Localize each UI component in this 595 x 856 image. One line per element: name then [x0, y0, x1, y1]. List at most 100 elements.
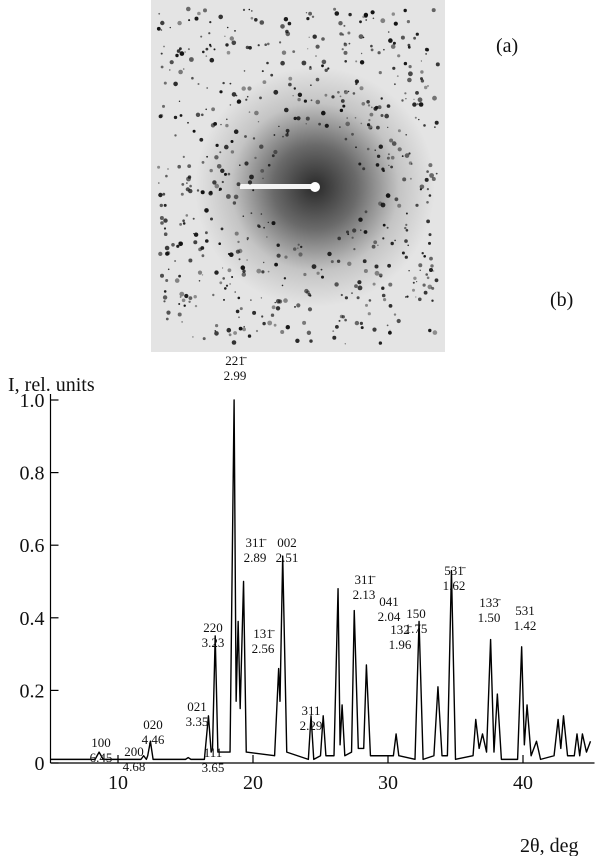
diffraction-spot — [259, 96, 262, 100]
diffraction-spot — [382, 237, 385, 240]
diffraction-spot — [394, 197, 399, 202]
peak-hkl: 311 — [301, 703, 320, 718]
diffraction-spot — [179, 114, 183, 117]
diffraction-spot — [345, 121, 351, 127]
diffraction-spot — [162, 192, 166, 196]
peak-d-spacing: 1.42 — [514, 618, 537, 633]
diffraction-spot — [370, 106, 373, 109]
diffraction-spot — [304, 288, 309, 294]
diffraction-spot — [248, 8, 251, 11]
diffraction-spot — [343, 42, 346, 45]
diffraction-spot — [393, 21, 398, 26]
diffraction-spot — [343, 50, 348, 55]
diffraction-spot — [415, 296, 417, 298]
diffraction-spot — [193, 233, 195, 235]
diffraction-spot — [200, 246, 205, 250]
diffraction-spot — [359, 60, 365, 65]
diffraction-spot — [333, 7, 337, 11]
diffraction-spot — [225, 123, 229, 128]
diffraction-spot — [348, 12, 352, 17]
diffraction-spot — [382, 223, 386, 227]
diffraction-spot — [422, 283, 426, 287]
diffraction-spot — [407, 77, 412, 83]
diffraction-spot — [185, 214, 189, 217]
diffraction-spot — [321, 275, 324, 279]
diffraction-spot — [305, 12, 308, 14]
peak-d-spacing: 3.35 — [186, 714, 209, 729]
diffraction-spot — [226, 118, 228, 121]
diffraction-spot — [347, 233, 350, 236]
diffraction-spot — [181, 298, 186, 303]
diffraction-spot — [360, 52, 363, 55]
diffraction-spot — [413, 36, 416, 40]
diffraction-spot — [163, 218, 168, 223]
diffraction-spot — [370, 10, 375, 15]
diffraction-spot — [355, 146, 357, 149]
diffraction-spot — [242, 215, 245, 217]
diffraction-spot — [403, 61, 408, 66]
diffraction-spot — [418, 263, 423, 268]
diffraction-spot — [312, 34, 317, 39]
diffraction-spot — [281, 284, 284, 287]
diffraction-spot — [281, 50, 287, 55]
diffraction-spot — [195, 112, 201, 118]
diffraction-spot — [424, 47, 429, 52]
diffraction-spot — [303, 272, 307, 277]
diffraction-spot — [365, 19, 368, 21]
diffraction-spot — [435, 172, 438, 175]
diffraction-spot — [426, 188, 429, 191]
y-tick-label: 0.2 — [20, 680, 45, 702]
diffraction-spot — [157, 165, 161, 169]
diffraction-spot — [249, 174, 254, 180]
diffraction-spot — [352, 92, 356, 95]
diffraction-spot — [267, 270, 270, 273]
diffraction-spot — [431, 8, 436, 13]
diffraction-spot — [383, 48, 385, 51]
diffraction-spot — [218, 189, 221, 192]
diffraction-spot — [413, 276, 417, 280]
diffraction-spot — [173, 115, 178, 120]
y-tick-label: 0.4 — [20, 608, 45, 630]
diffraction-spot — [434, 278, 439, 283]
diffraction-spot — [239, 307, 243, 311]
diffraction-spot — [378, 71, 382, 75]
diffraction-spot — [246, 259, 248, 261]
diffraction-spot — [400, 35, 405, 40]
diffraction-spot — [275, 306, 281, 311]
diffraction-spot — [414, 116, 417, 119]
diffraction-spot — [242, 8, 246, 11]
diffraction-spot — [311, 264, 317, 269]
diffraction-spot — [158, 114, 163, 119]
diffraction-spot — [206, 87, 209, 89]
diffraction-spot — [327, 67, 330, 70]
diffraction-spot — [360, 326, 364, 330]
diffraction-spot — [305, 116, 310, 121]
diffraction-spot — [404, 153, 410, 158]
diffraction-spot — [431, 286, 435, 290]
diffraction-spot — [283, 298, 288, 303]
diffraction-spot — [238, 316, 240, 319]
diffraction-spot — [158, 192, 163, 198]
diffraction-spot — [242, 327, 247, 332]
diffraction-spot — [335, 325, 339, 329]
diffraction-spot — [424, 85, 428, 90]
diffraction-spot — [266, 61, 269, 65]
diffraction-spot — [391, 141, 397, 146]
diffraction-spot — [431, 177, 436, 181]
diffraction-spot — [429, 256, 433, 261]
diffraction-spot — [297, 92, 303, 98]
diffraction-spot — [365, 303, 368, 307]
diffraction-spot — [231, 92, 237, 97]
diffraction-spot — [205, 47, 209, 51]
diffraction-spot — [418, 102, 424, 107]
diffraction-spot — [405, 212, 408, 215]
diffraction-spot — [209, 21, 212, 24]
diffraction-spot — [221, 180, 224, 184]
diffraction-spot — [370, 127, 372, 130]
diffraction-spot — [254, 110, 259, 116]
diffraction-spot — [234, 291, 236, 293]
diffraction-spot — [339, 126, 341, 128]
diffraction-spot — [260, 213, 263, 215]
diffraction-spot — [158, 12, 161, 15]
peak-hkl: 132̄ — [390, 622, 412, 637]
